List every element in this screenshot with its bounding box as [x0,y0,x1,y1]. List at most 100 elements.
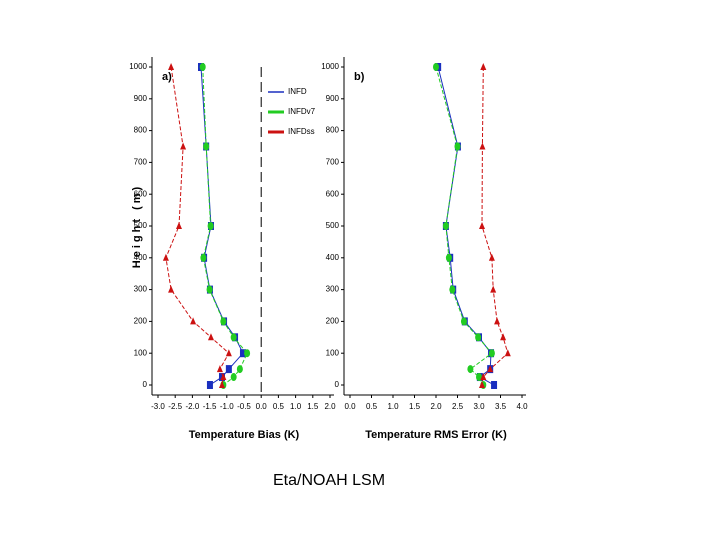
marker [480,373,487,381]
y-tick-label: 1000 [129,62,147,71]
y-tick-label: 0 [143,380,148,389]
y-tick-label: 200 [134,317,148,326]
x-tick-label: 0.5 [273,402,285,411]
marker [487,365,494,373]
marker [476,373,482,382]
y-tick-label: 0 [335,380,340,389]
x-tick-label: 1.0 [290,402,302,411]
marker [203,142,210,151]
y-tick-label: 200 [326,317,340,326]
marker [504,349,511,357]
y-tick-label: 100 [326,348,340,357]
x-tick-label: 0.0 [256,402,268,411]
marker [475,333,482,342]
x-tick-label: 2.0 [324,402,336,411]
x-axis-label: Temperature RMS Error (K) [365,429,507,441]
x-tick-label: 3.0 [473,402,485,411]
marker [220,317,227,326]
marker [494,317,501,325]
caption: Eta/NOAH LSM [273,472,385,489]
marker [230,333,237,342]
marker [207,222,214,230]
x-tick-label: 0.5 [366,402,378,411]
legend-label: INFDss [288,127,315,136]
y-tick-label: 500 [326,221,340,230]
y-tick-label: 600 [134,189,148,198]
marker [479,381,486,388]
marker [479,142,486,150]
x-tick-label: 0.0 [344,402,356,411]
marker [236,365,243,374]
marker [180,142,187,150]
y-tick-label: 100 [134,348,148,357]
marker [244,349,251,358]
x-tick-label: 3.5 [495,402,507,411]
x-tick-label: -2.0 [186,402,200,411]
marker [480,63,487,70]
marker [433,63,439,71]
marker [162,253,169,261]
x-tick-label: 2.5 [452,402,464,411]
marker [207,333,214,341]
panel-label: a) [162,71,172,83]
series-line [481,66,509,386]
panel-label: b) [354,71,365,83]
x-tick-label: -3.0 [151,402,165,411]
y-tick-label: 400 [326,253,340,262]
marker [488,253,495,261]
x-tick-label: 4.0 [516,402,528,411]
y-tick-label: 900 [134,94,148,103]
marker [488,349,495,358]
x-tick-label: -1.0 [220,402,234,411]
series-line [165,66,230,386]
marker [467,365,474,374]
marker [225,349,232,357]
marker [491,381,498,389]
marker [218,381,225,388]
x-tick-label: 1.5 [307,402,319,411]
x-tick-label: 1.5 [409,402,421,411]
marker [239,349,246,358]
marker [206,381,213,389]
marker [230,373,237,382]
y-tick-label: 500 [134,221,148,230]
marker [442,222,449,230]
x-tick-label: 2.0 [430,402,442,411]
marker [479,222,486,229]
y-tick-label: 800 [326,126,340,135]
y-axis-label: Height (m) [131,184,143,268]
x-tick-label: -2.5 [168,402,182,411]
y-tick-label: 1000 [321,62,339,71]
marker [449,285,456,294]
x-tick-label: -0.5 [237,402,251,411]
y-tick-label: 300 [134,285,148,294]
y-tick-label: 600 [326,189,340,198]
x-tick-label: -1.5 [203,402,217,411]
marker [206,285,213,294]
marker [200,253,207,262]
y-tick-label: 400 [134,253,148,262]
y-tick-label: 300 [326,285,340,294]
marker [216,365,223,373]
marker [460,317,467,326]
x-tick-label: 1.0 [387,402,399,411]
marker [220,373,227,381]
marker [168,63,175,70]
marker [454,142,461,151]
marker [490,285,497,293]
y-tick-label: 700 [326,158,340,167]
x-axis-label: Temperature Bias (K) [189,429,300,441]
marker [445,253,452,262]
y-tick-label: 800 [134,126,148,135]
marker [225,365,232,374]
marker [190,317,197,325]
legend-label: INFD [288,87,307,96]
marker [175,222,182,229]
marker [168,285,175,293]
marker [500,333,507,341]
y-tick-label: 900 [326,94,340,103]
y-tick-label: 700 [134,158,148,167]
legend-label: INFDv7 [288,107,316,116]
marker [199,63,206,71]
